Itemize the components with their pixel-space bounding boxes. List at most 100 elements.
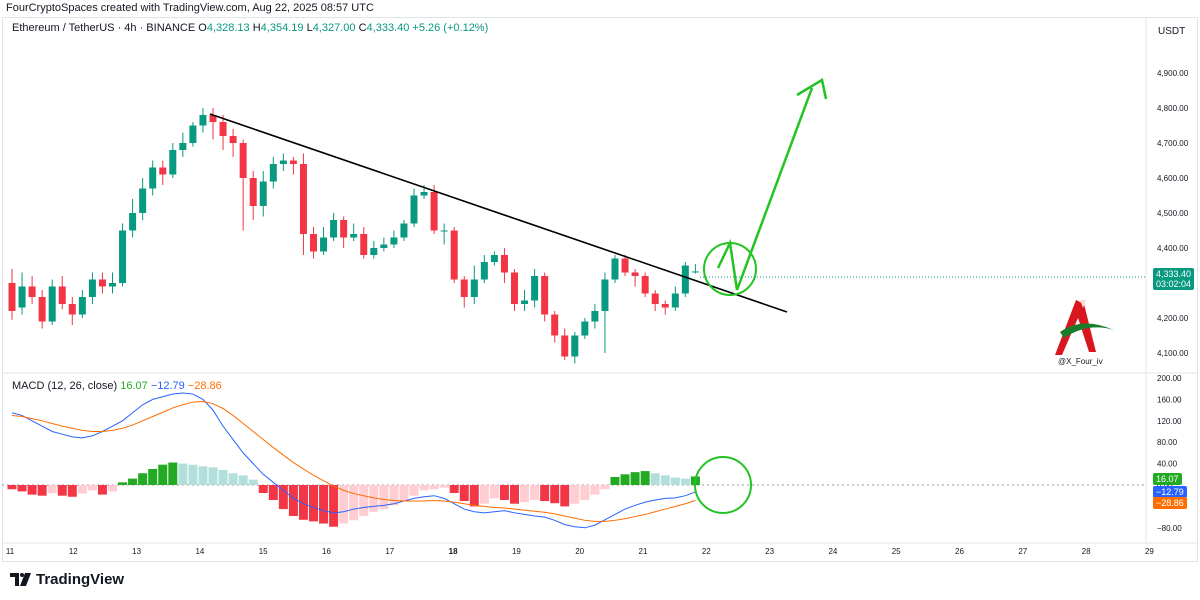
candle-body <box>470 279 478 297</box>
candle <box>541 272 549 322</box>
macd-axis[interactable]: 200.00 160.00 120.00 80.00 40.00 0.00 −80.00 <box>1157 374 1182 533</box>
price-axis[interactable]: 4,900.00 4,800.00 4,700.00 4,600.00 4,500.00… <box>1157 69 1189 358</box>
macd-tick: 200.00 <box>1157 374 1182 383</box>
candle-body <box>259 181 267 206</box>
candle-body <box>581 321 589 336</box>
candle <box>8 269 16 320</box>
macd-hist-bar <box>168 462 178 485</box>
candle <box>18 272 26 315</box>
macd-hist-bar <box>540 485 550 502</box>
candle <box>571 332 579 364</box>
candle <box>581 318 589 339</box>
low-value: 4,327.00 <box>312 22 356 34</box>
candle <box>400 220 408 241</box>
macd-hist-bar <box>640 471 650 485</box>
macd-hist-bar <box>479 485 489 504</box>
candle-body <box>370 248 378 255</box>
price-tick: 4,200.00 <box>1157 314 1189 323</box>
candle-body <box>38 297 46 322</box>
time-tick: 26 <box>955 547 964 556</box>
arrowhead-icon <box>796 78 828 100</box>
breakout-circle[interactable] <box>703 242 757 296</box>
candle-body <box>511 272 518 304</box>
candle <box>641 272 649 297</box>
macd-hist-bar <box>128 478 138 485</box>
candle-body <box>109 283 116 287</box>
candle <box>631 269 639 287</box>
candle-body <box>249 178 257 206</box>
candle-body <box>78 297 86 315</box>
macd-hist-bar <box>148 468 158 485</box>
macd-line-value: −12.79 <box>150 380 185 392</box>
macd-hist-bar <box>87 485 97 491</box>
candle-body <box>199 115 207 126</box>
macd-hist-bar <box>520 485 530 503</box>
hist-value-tag: 16.07 <box>1153 473 1182 485</box>
macd-hist-bar <box>278 485 288 510</box>
candle-body <box>531 276 539 301</box>
countdown-value: 03:02:04 <box>1156 279 1192 289</box>
high-label: H <box>252 22 261 34</box>
macd-hist-bar <box>510 485 519 504</box>
candle <box>410 188 418 227</box>
time-axis[interactable]: 11 12 13 14 15 16 17 18 19 20 21 22 23 24 25 26 27 28 29 <box>6 547 1155 556</box>
time-tick: 22 <box>702 547 711 556</box>
macd-circle[interactable] <box>694 456 752 514</box>
macd-hist-bar <box>379 485 389 510</box>
price-tick: 4,700.00 <box>1157 139 1189 148</box>
macd-hist-bar <box>580 485 590 500</box>
currency-label[interactable]: USDT <box>1158 26 1186 37</box>
macd-tick: 40.00 <box>1157 460 1178 469</box>
candle-body <box>350 234 358 238</box>
candle-body <box>239 143 247 178</box>
macd-tick: 80.00 <box>1157 438 1178 447</box>
candle <box>68 297 76 325</box>
candle <box>229 129 237 157</box>
change-value: +5.26 (+0.12%) <box>412 22 489 34</box>
macd-hist-bar <box>620 474 630 485</box>
candle <box>531 269 539 308</box>
candle <box>521 290 529 311</box>
open-value: 4,328.13 <box>206 22 250 34</box>
candle-body <box>360 234 368 255</box>
candle-body <box>279 160 287 164</box>
macd-hist-bar <box>298 485 308 520</box>
time-tick: 11 <box>6 547 15 556</box>
candle <box>511 269 518 311</box>
macd-legend: MACD (12, 26, close) 16.07 −12.79 −28.86 <box>12 380 222 392</box>
time-tick: 27 <box>1018 547 1027 556</box>
macd-hist-bar <box>650 473 660 485</box>
candle <box>28 276 36 304</box>
close-value: 4,333.40 <box>366 22 410 34</box>
candle-body <box>621 258 629 273</box>
low-label: L <box>306 22 313 34</box>
candle-body <box>521 300 529 304</box>
candle-body <box>330 220 338 238</box>
tradingview-brand[interactable]: TradingView <box>10 571 124 588</box>
macd-hist-bar <box>670 477 680 485</box>
candle <box>561 328 569 360</box>
macd-hist-bar <box>228 473 238 485</box>
candle-body <box>129 213 137 231</box>
trendline[interactable] <box>209 113 788 313</box>
macd-hist-bar <box>399 485 409 502</box>
candle-body <box>541 276 549 315</box>
macd-tick: 160.00 <box>1157 395 1182 404</box>
macd-hist-bar <box>208 467 218 485</box>
candle <box>350 223 358 241</box>
time-tick: 17 <box>385 547 394 556</box>
chart-frame <box>2 17 1198 562</box>
candle <box>219 115 227 150</box>
last-price-tag[interactable]: 4,333.40 03:02:04 <box>1153 268 1195 290</box>
macd-hist-bar <box>268 485 278 500</box>
candle <box>199 108 207 133</box>
candle <box>450 227 458 283</box>
symbol-legend: Ethereum / TetherUS · 4h · BINANCE O4,32… <box>12 22 488 34</box>
candle-body <box>460 279 468 297</box>
candle-body <box>229 136 237 143</box>
projection-arrow[interactable] <box>716 87 814 291</box>
candle-body <box>68 304 76 315</box>
candle-body <box>48 286 56 322</box>
macd-hist-bar <box>27 485 37 495</box>
